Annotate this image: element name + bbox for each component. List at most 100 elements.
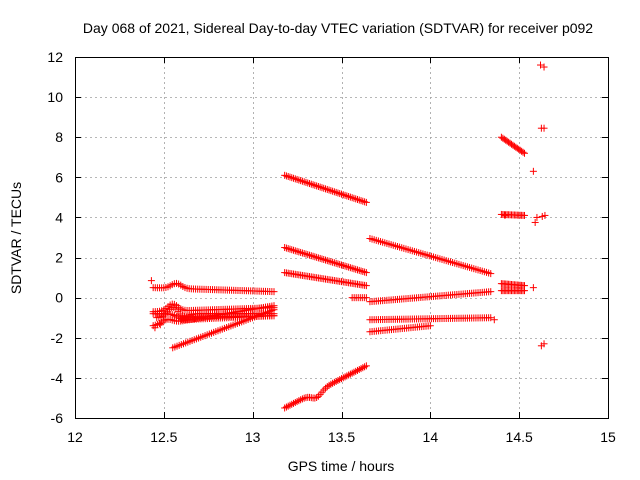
data-point [327,258,335,266]
plot-frame [75,57,609,419]
data-point [323,383,331,391]
data-point [290,399,298,407]
chart-title: Day 068 of 2021, Sidereal Day-to-day VTE… [83,20,593,36]
data-point [325,186,333,194]
data-point [339,374,347,382]
data-point [336,376,344,384]
data-point [322,185,330,193]
data-point [270,288,278,296]
data-point [362,269,370,277]
data-point [290,174,298,182]
data-point [290,246,298,254]
data-point [304,179,312,187]
data-point [336,260,344,268]
data-point [520,211,528,219]
y-tick-label: 12 [47,49,63,65]
data-point [352,195,360,203]
data-point [332,377,340,385]
data-point [293,398,301,406]
data-point [302,250,310,258]
data-point [281,244,289,252]
data-point [346,370,354,378]
data-point [353,366,361,374]
data-point [284,245,292,253]
data-point [355,366,363,374]
data-point [329,379,337,387]
data-point [313,394,321,402]
data-point [151,324,159,332]
data-point [362,294,370,302]
x-tick-labels: 12 12.5 13 13.5 14 14.5 15 [67,429,616,445]
data-point [311,181,319,189]
data-point [307,180,315,188]
data-point [284,173,292,181]
data-point [332,188,340,196]
data-point [281,404,289,412]
y-axis-label: SDTVAR / TECUs [8,182,24,294]
data-point [293,175,301,183]
data-point [490,316,498,324]
data-point [341,373,349,381]
x-tick-label: 13 [245,429,261,445]
data-point [359,197,367,205]
data-point [282,244,290,252]
data-point [298,395,306,403]
y-tick-label: 2 [55,250,63,266]
data-point [341,191,349,199]
data-point [350,368,358,376]
data-point [338,375,345,383]
data-point [339,191,347,199]
data-point [359,268,367,276]
data-point [314,392,322,400]
x-tick-label: 12 [67,429,83,445]
data-point [355,266,363,274]
data-point [282,403,290,411]
data-point [300,250,308,258]
data-point [343,263,351,271]
data-point [147,277,155,285]
y-tick-label: -6 [51,410,64,426]
data-point [529,284,537,292]
axis-ticks [75,57,609,419]
data-point [307,252,315,260]
data-point [329,258,337,266]
data-point [295,176,303,184]
data-point [339,262,347,270]
data-point [318,255,326,263]
x-axis-label: GPS time / hours [288,458,395,474]
y-tick-label: 10 [47,89,63,105]
data-point [345,193,353,201]
data-point [359,364,367,372]
data-point [533,213,541,221]
data-point [531,218,539,226]
data-point [348,264,356,272]
data-point [322,256,330,264]
data-point [343,372,351,380]
data-point [361,363,369,371]
y-tick-label: 8 [55,129,63,145]
data-point [314,254,322,262]
data-point [350,194,358,202]
data-point [291,175,299,183]
data-point [291,247,299,255]
data-point [314,183,322,191]
data-point [320,184,328,192]
x-tick-label: 14 [423,429,439,445]
data-point [353,195,361,203]
data-point [334,189,342,197]
data-point [323,257,331,265]
data-point [357,365,365,373]
data-point [282,172,290,180]
data-point [309,252,317,260]
data-point [320,256,328,264]
data-point [345,263,353,271]
data-point [487,288,495,296]
data-point [293,247,301,255]
y-tick-label: -2 [51,330,64,346]
data-point [355,196,363,204]
x-tick-label: 12.5 [150,429,177,445]
data-point [520,149,528,157]
y-tick-label: -4 [51,370,64,386]
data-point [284,402,292,410]
